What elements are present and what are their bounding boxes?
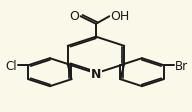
Text: N: N bbox=[91, 67, 101, 80]
Text: Br: Br bbox=[175, 59, 188, 72]
Text: O: O bbox=[69, 10, 79, 23]
Text: OH: OH bbox=[110, 10, 130, 23]
Text: Cl: Cl bbox=[5, 59, 17, 72]
